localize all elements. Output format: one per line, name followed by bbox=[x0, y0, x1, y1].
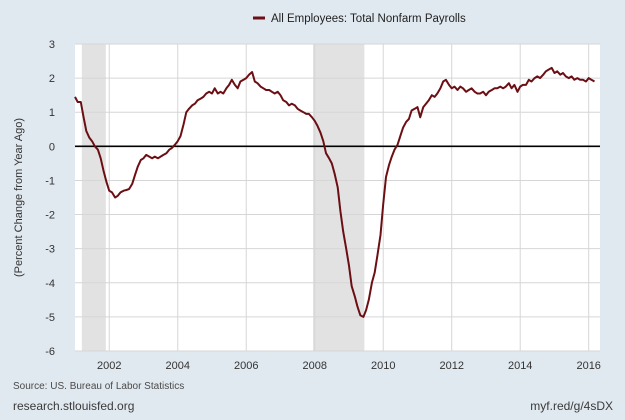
short-link[interactable]: myf.red/g/4sDX bbox=[530, 399, 613, 413]
y-tick-label: -2 bbox=[45, 210, 55, 222]
grid-lines bbox=[75, 43, 600, 352]
y-tick-label: 0 bbox=[49, 141, 55, 153]
y-tick-label: -6 bbox=[45, 346, 55, 358]
y-tick-label: -3 bbox=[45, 244, 55, 256]
series-layer bbox=[74, 66, 595, 318]
y-tick-label: -1 bbox=[45, 175, 55, 187]
legend: All Employees: Total Nonfarm Payrolls bbox=[253, 13, 466, 25]
x-tick-label: 2012 bbox=[439, 360, 463, 372]
recession-band bbox=[81, 44, 106, 351]
y-axis-label: (Percent Change from Year Ago) bbox=[13, 118, 25, 277]
y-tick-label: -4 bbox=[45, 278, 55, 290]
x-tick-label: 2006 bbox=[234, 360, 258, 372]
legend-label: All Employees: Total Nonfarm Payrolls bbox=[271, 13, 466, 25]
x-tick-label: 2004 bbox=[165, 360, 189, 372]
x-tick-label: 2002 bbox=[97, 360, 121, 372]
y-tick-label: 2 bbox=[49, 73, 55, 85]
x-tick-label: 2016 bbox=[576, 360, 600, 372]
y-axis: 3 2 1 0 -1 -2 -3 -4 -5 -6 bbox=[45, 39, 55, 358]
x-axis: 2002 2004 2006 2008 2010 2012 2014 2016 bbox=[97, 360, 601, 372]
site-link[interactable]: research.stlouisfed.org bbox=[13, 399, 135, 413]
x-tick-label: 2010 bbox=[371, 360, 395, 372]
x-tick-label: 2008 bbox=[302, 360, 326, 372]
source-note: Source: US. Bureau of Labor Statistics bbox=[13, 381, 185, 392]
x-tick-label: 2014 bbox=[508, 360, 532, 372]
y-tick-label: 1 bbox=[49, 107, 55, 119]
y-tick-label: 3 bbox=[49, 39, 55, 51]
series-line bbox=[74, 66, 595, 318]
y-tick-label: -5 bbox=[45, 312, 55, 324]
